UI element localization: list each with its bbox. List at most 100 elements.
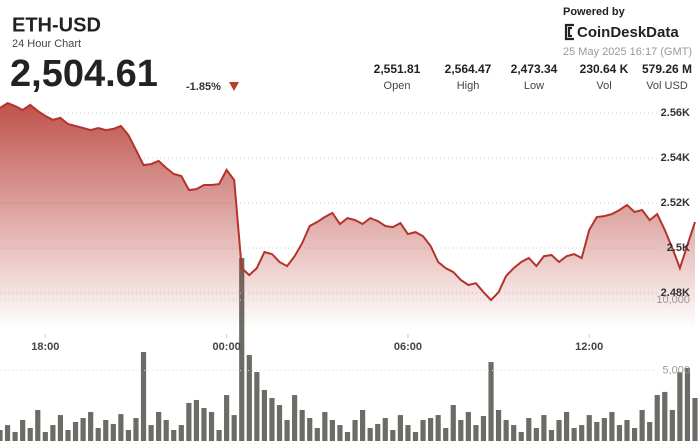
volume-bar xyxy=(601,418,607,441)
volume-bar xyxy=(647,421,653,441)
volume-bar xyxy=(518,431,524,441)
volume-bar xyxy=(65,430,71,441)
volume-bar xyxy=(533,428,539,441)
volume-bar xyxy=(563,411,570,441)
volume-bar xyxy=(526,418,532,441)
volume-bar xyxy=(616,425,623,441)
volume-bar xyxy=(239,257,245,441)
x-tick-label: 06:00 xyxy=(394,341,422,353)
stat-value: 2,551.81 xyxy=(374,62,421,76)
stat-value: 2,564.47 xyxy=(445,62,492,76)
price-area xyxy=(0,103,695,330)
volume-bar xyxy=(171,430,177,441)
volume-bar xyxy=(4,425,11,441)
volume-bar xyxy=(541,415,547,441)
volume-bar xyxy=(118,414,124,441)
stat-label: Vol USD xyxy=(646,80,688,92)
stat-label: Open xyxy=(384,80,411,92)
volume-bar xyxy=(125,430,132,441)
volume-bar xyxy=(624,419,630,441)
volume-bar xyxy=(548,430,555,441)
volume-bar xyxy=(27,428,33,441)
volume-bar xyxy=(216,430,222,441)
volume-bar xyxy=(443,428,449,441)
volume-bar xyxy=(677,372,683,441)
volume-bar xyxy=(72,421,79,441)
volume-bar xyxy=(662,391,668,441)
y2-tick-label: 10,000 xyxy=(656,294,690,306)
stat-label: Vol xyxy=(596,80,611,92)
x-tick-label: 12:00 xyxy=(575,341,603,353)
volume-bar xyxy=(405,425,411,441)
timestamp: 25 May 2025 16:17 (GMT) xyxy=(563,46,692,58)
volume-bar xyxy=(314,428,320,441)
volume-bar xyxy=(193,399,200,441)
volume-bar xyxy=(80,418,86,441)
volume-bar xyxy=(156,411,162,441)
volume-bar xyxy=(344,431,351,441)
volume-bar xyxy=(631,428,638,441)
x-tick-label: 18:00 xyxy=(31,341,59,353)
volume-bar xyxy=(473,425,479,441)
volume-bar xyxy=(57,415,64,441)
subtitle: 24 Hour Chart xyxy=(12,38,81,50)
volume-bar xyxy=(307,418,313,441)
volume-bar xyxy=(412,431,419,441)
x-tick-label: 00:00 xyxy=(213,341,241,353)
volume-bar xyxy=(669,409,675,441)
volume-bar xyxy=(231,415,237,441)
volume-bar xyxy=(609,411,615,441)
stat-label: Low xyxy=(524,80,544,92)
volume-bar xyxy=(360,409,366,441)
price: 2,504.61 xyxy=(10,53,158,95)
volume-bar xyxy=(246,354,252,441)
y-tick-label: 2.56K xyxy=(661,107,690,119)
volume-bar xyxy=(133,418,139,441)
volume-bar xyxy=(450,405,456,441)
volume-bar xyxy=(684,367,691,441)
volume-bar xyxy=(488,362,494,441)
volume-bar xyxy=(35,409,41,441)
volume-bar xyxy=(292,395,298,441)
volume-bar xyxy=(12,431,18,441)
powered-by: Powered by xyxy=(563,6,626,18)
stats: 2,551.81 Open 2,564.47 High 2,473.34 Low 230.6… xyxy=(374,62,692,92)
volume-bar xyxy=(148,425,154,441)
volume-bar xyxy=(579,425,585,441)
stat-value: 579.26 M xyxy=(642,62,692,76)
volume-bar xyxy=(261,389,268,441)
volume-bar xyxy=(382,418,388,441)
volume-bar xyxy=(276,405,283,441)
volume-bar xyxy=(269,397,275,441)
price-line xyxy=(0,101,696,302)
volume-bar xyxy=(586,415,592,441)
volume-bar xyxy=(0,430,3,441)
volume-bar xyxy=(352,419,358,441)
volume-bar xyxy=(140,352,147,441)
change: -1.85% xyxy=(186,81,221,93)
volume-bar xyxy=(654,395,660,441)
volume-bar xyxy=(556,419,562,441)
volume-bar xyxy=(495,409,502,441)
volume-bar xyxy=(178,425,184,441)
volume-bar xyxy=(594,421,600,441)
volume-bar xyxy=(375,423,381,441)
volume-bar xyxy=(329,419,335,441)
volume-bar xyxy=(503,419,509,441)
volume-bar xyxy=(367,428,373,441)
volume-bar xyxy=(337,425,343,441)
volume-bar xyxy=(458,419,464,441)
y-tick-label: 2.54K xyxy=(661,152,690,164)
volume-bar xyxy=(224,395,230,441)
volume-bar xyxy=(186,402,192,441)
volume-bar xyxy=(435,415,441,441)
y-tick-label: 2.52K xyxy=(661,197,690,209)
down-arrow xyxy=(229,82,239,91)
volume-bar xyxy=(390,430,396,441)
brand: CoinDeskData xyxy=(577,24,679,41)
volume-bar xyxy=(692,397,698,441)
volume-bar xyxy=(427,418,434,441)
title: ETH-USD xyxy=(12,14,101,36)
volume-bar xyxy=(480,416,487,441)
